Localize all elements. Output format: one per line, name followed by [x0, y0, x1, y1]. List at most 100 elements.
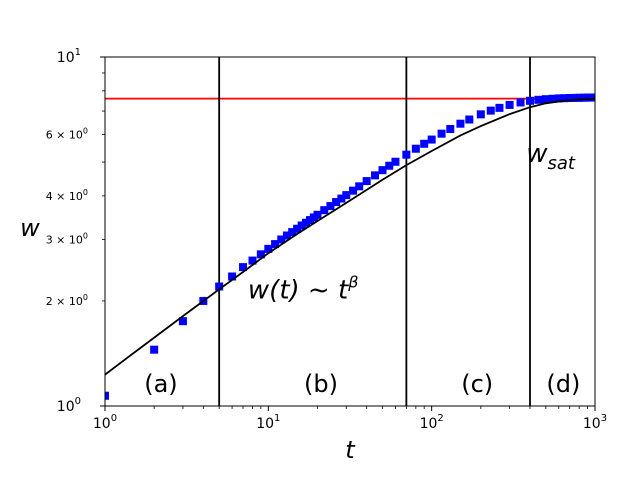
x-tick-exp: 2	[437, 413, 443, 424]
data-point	[256, 250, 265, 259]
data-point	[534, 95, 543, 104]
data-point	[362, 177, 371, 186]
region-label-2: (c)	[461, 370, 493, 398]
x-tick-base: 10	[420, 416, 438, 432]
data-point	[297, 221, 306, 230]
x-axis-title: t	[345, 436, 356, 464]
data-point	[575, 93, 584, 102]
y-tick-exp: 0	[75, 396, 81, 407]
power-law-text: w(t) ~ t	[248, 276, 349, 306]
data-point	[565, 93, 574, 102]
data-point	[105, 391, 109, 400]
data-point	[385, 161, 394, 170]
x-tick-base: 10	[583, 416, 601, 432]
data-point	[465, 115, 474, 124]
y-minor-base: 10	[69, 128, 83, 141]
saturation-annotation: wsat	[526, 139, 576, 174]
y-minor-mant: 3 ×	[46, 233, 69, 246]
region-label-3: (d)	[546, 370, 580, 398]
data-point	[456, 119, 465, 128]
data-point	[150, 345, 159, 354]
data-point	[293, 224, 302, 233]
y-minor-base: 10	[69, 190, 83, 203]
saturation-text: w	[526, 139, 548, 169]
data-point	[476, 110, 485, 119]
data-point	[427, 135, 436, 144]
data-point	[505, 100, 514, 109]
data-point	[248, 256, 257, 265]
y-minor-tick-label-3: 6 × 100	[46, 126, 88, 141]
data-point	[320, 206, 329, 215]
data-point	[355, 182, 364, 191]
data-point	[301, 218, 310, 227]
data-point	[560, 94, 569, 103]
data-point	[591, 93, 595, 102]
x-tick-exp: 0	[111, 413, 117, 424]
data-point	[437, 129, 446, 138]
x-tick-base: 10	[93, 416, 111, 432]
y-tick-base: 10	[57, 50, 75, 66]
power-law-exponent: β	[347, 273, 358, 292]
data-point	[239, 263, 248, 272]
data-point	[288, 228, 297, 237]
data-point	[228, 272, 237, 281]
data-point	[378, 166, 387, 175]
y-minor-mant: 4 ×	[46, 190, 69, 203]
axes-frame	[104, 56, 596, 407]
data-point	[541, 95, 550, 104]
power-law-annotation: w(t) ~ tβ	[248, 273, 358, 306]
data-point	[282, 231, 291, 240]
y-minor-tick-label-2: 4 × 100	[46, 188, 88, 203]
y-tick-exp: 1	[75, 47, 81, 58]
data-point	[411, 144, 420, 153]
plot-area	[105, 57, 595, 406]
data-point	[349, 186, 358, 195]
data-point	[332, 198, 341, 207]
x-tick-label-1: 101	[256, 413, 280, 432]
data-point	[178, 317, 187, 326]
saturation-subscript: sat	[547, 153, 575, 174]
data-point	[579, 93, 588, 102]
data-point	[446, 124, 455, 133]
y-minor-tick-label-1: 3 × 100	[46, 231, 88, 246]
data-point	[337, 194, 346, 203]
data-point	[313, 210, 322, 219]
y-tick-base: 10	[57, 399, 75, 415]
x-tick-exp: 1	[274, 413, 280, 424]
data-point	[342, 191, 351, 200]
region-label-1: (b)	[304, 370, 338, 398]
data-point	[526, 96, 535, 105]
x-tick-label-0: 100	[93, 413, 117, 432]
x-tick-exp: 3	[601, 413, 607, 424]
data-point	[215, 282, 224, 291]
y-minor-exp: 0	[83, 188, 88, 197]
x-tick-label-2: 102	[420, 413, 444, 432]
data-point	[277, 235, 286, 244]
x-tick-label-3: 103	[583, 413, 607, 432]
data-point	[554, 94, 563, 103]
data-point	[420, 139, 429, 148]
data-point	[402, 150, 411, 159]
data-point	[570, 93, 579, 102]
y-minor-exp: 0	[83, 126, 88, 135]
data-point	[486, 106, 495, 115]
x-tick-base: 10	[256, 416, 274, 432]
y-tick-label-1: 101	[57, 47, 81, 66]
y-minor-tick-label-0: 2 × 100	[46, 293, 88, 308]
data-point	[326, 202, 335, 211]
data-point	[495, 103, 504, 112]
y-axis-title: w	[20, 214, 40, 242]
y-minor-base: 10	[69, 233, 83, 246]
y-minor-exp: 0	[83, 293, 88, 302]
data-point	[371, 171, 380, 180]
data-point	[264, 244, 273, 253]
plot-inner	[105, 57, 595, 406]
data-point	[271, 240, 280, 249]
data-point	[391, 157, 400, 166]
data-point	[516, 98, 525, 107]
fit-line	[105, 97, 595, 376]
y-minor-base: 10	[69, 295, 83, 308]
